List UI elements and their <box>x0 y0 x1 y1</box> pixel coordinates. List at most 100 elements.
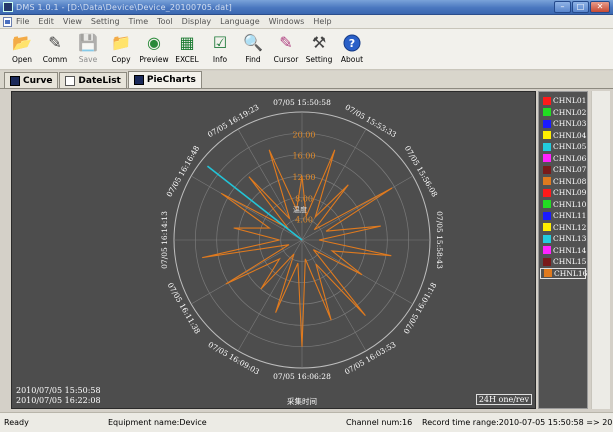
cursor-button[interactable]: ✎ Cursor <box>270 32 302 69</box>
menu-edit[interactable]: Edit <box>38 17 54 26</box>
vertical-scrollbar[interactable] <box>591 91 610 409</box>
legend-swatch <box>543 223 551 232</box>
maximize-button[interactable]: □ <box>572 1 589 13</box>
angular-tick-label: 07/05 16:19:23 <box>206 102 261 139</box>
radial-tick-label: 20.00 <box>293 130 316 139</box>
tab-curve[interactable]: Curve <box>4 72 59 88</box>
legend-label: CHNL10 <box>553 199 587 209</box>
status-channel: Channel num:16 <box>346 418 413 427</box>
legend-item[interactable]: CHNL16 <box>540 267 587 279</box>
save-button[interactable]: 💾 Save <box>72 32 104 69</box>
comm-label: Comm <box>42 55 68 64</box>
legend-swatch <box>544 269 552 278</box>
preview-label: Preview <box>139 55 169 64</box>
legend-item[interactable]: CHNL12 <box>540 222 586 234</box>
angular-tick-label: 07/05 16:14:13 <box>160 211 169 269</box>
menu-tool[interactable]: Tool <box>157 17 173 26</box>
title-bar[interactable]: DMS 1.0.1 - [D:\Data\Device\Device_20100… <box>0 0 613 15</box>
preview-button[interactable]: ◉ Preview <box>138 32 170 69</box>
setting-button[interactable]: ⚒ Setting <box>303 32 335 69</box>
close-button[interactable]: ✕ <box>590 1 610 13</box>
legend-item[interactable]: CHNL05 <box>540 141 586 153</box>
angular-tick-label: 07/05 15:50:58 <box>273 98 331 107</box>
preview-icon: ◉ <box>147 33 161 52</box>
about-label: About <box>340 55 364 64</box>
legend-swatch <box>543 257 551 266</box>
menu-language[interactable]: Language <box>220 17 260 26</box>
open-button[interactable]: 📂 Open <box>6 32 38 69</box>
legend-item[interactable]: CHNL13 <box>540 233 586 245</box>
menu-view[interactable]: View <box>62 17 82 26</box>
polar-chart[interactable]: 4.00 8.00 12.00 16.00 20.00 温度 07/05 15:50:58 0… <box>12 92 535 408</box>
app-icon <box>3 2 13 12</box>
legend-item[interactable]: CHNL01 <box>540 95 586 107</box>
legend-item[interactable]: CHNL14 <box>540 245 586 257</box>
window-title: DMS 1.0.1 - [D:\Data\Device\Device_20100… <box>16 2 232 12</box>
comm-button[interactable]: ✎ Comm <box>39 32 71 69</box>
legend-swatch <box>543 246 551 255</box>
grid-spoke <box>190 239 303 305</box>
legend-item[interactable]: CHNL08 <box>540 176 586 188</box>
angular-tick-label: 07/05 15:58:43 <box>435 211 444 269</box>
series-line <box>202 149 393 347</box>
menu-display[interactable]: Display <box>181 17 212 26</box>
legend-label: CHNL01 <box>553 96 587 106</box>
legend-swatch <box>543 108 551 117</box>
legend-item[interactable]: CHNL09 <box>540 187 586 199</box>
axis-label: 采集时间 <box>287 396 317 406</box>
menu-file[interactable]: File <box>16 17 30 26</box>
legend-label: CHNL06 <box>553 153 587 163</box>
menu-time[interactable]: Time <box>128 17 149 26</box>
legend-swatch <box>543 211 551 220</box>
datelist-tab-icon <box>65 75 76 86</box>
document-icon[interactable] <box>3 16 12 27</box>
legend-label: CHNL03 <box>553 119 587 129</box>
legend-label: CHNL15 <box>553 257 587 267</box>
grid-spoke <box>237 239 303 352</box>
tab-piecharts[interactable]: PieCharts <box>127 71 202 88</box>
radial-tick-label: 8.00 <box>295 194 313 203</box>
legend-item[interactable]: CHNL06 <box>540 153 586 165</box>
excel-button[interactable]: ▦ EXCEL <box>171 32 203 69</box>
status-ready: Ready <box>4 418 29 427</box>
toolbar: 📂 Open ✎ Comm 💾 Save 📁 Copy ◉ Preview ▦ … <box>0 29 613 70</box>
legend-item[interactable]: CHNL07 <box>540 164 586 176</box>
copy-label: Copy <box>111 55 131 64</box>
tab-datelist-label: DateList <box>78 75 121 86</box>
setting-icon: ⚒ <box>311 33 327 52</box>
curve-tab-icon <box>10 75 20 86</box>
polar-chart-panel[interactable]: 4.00 8.00 12.00 16.00 20.00 温度 07/05 15:50:58 0… <box>11 91 536 409</box>
legend-item[interactable]: CHNL04 <box>540 130 586 142</box>
tab-datelist[interactable]: DateList <box>59 72 127 88</box>
legend-item[interactable]: CHNL03 <box>540 118 586 130</box>
copy-button[interactable]: 📁 Copy <box>105 32 137 69</box>
grid-spoke <box>237 128 303 241</box>
legend-swatch <box>543 188 551 197</box>
legend-item[interactable]: CHNL02 <box>540 107 586 119</box>
menu-windows[interactable]: Windows <box>268 17 305 26</box>
about-button[interactable]: ? About <box>336 32 368 69</box>
piecharts-tab-icon <box>133 75 144 85</box>
status-equipment: Equipment name:Device <box>108 418 207 427</box>
menu-setting[interactable]: Setting <box>90 17 120 26</box>
find-button[interactable]: 🔍 Find <box>237 32 269 69</box>
radial-tick-label: 4.00 <box>295 216 313 225</box>
menu-bar: File Edit View Setting Time Tool Display… <box>0 15 613 29</box>
find-label: Find <box>245 55 261 64</box>
channel-legend: CHNL01 CHNL02 CHNL03 CHNL04 CHNL05 CHNL06 CHNL… <box>538 91 588 409</box>
legend-swatch <box>543 131 551 140</box>
excel-label: EXCEL <box>175 55 199 64</box>
legend-swatch <box>543 165 551 174</box>
save-label: Save <box>78 55 98 64</box>
info-button[interactable]: ☑ Info <box>204 32 236 69</box>
legend-item[interactable]: CHNL15 <box>540 256 586 268</box>
angular-tick-label: 07/05 15:56:08 <box>403 144 440 199</box>
minimize-button[interactable]: – <box>554 1 571 13</box>
range-mode-box[interactable]: 24H one/rev <box>475 394 532 405</box>
legend-label: CHNL11 <box>553 211 587 221</box>
tab-piecharts-label: PieCharts <box>146 75 196 85</box>
legend-item[interactable]: CHNL10 <box>540 199 586 211</box>
legend-item[interactable]: CHNL11 <box>540 210 586 222</box>
menu-help[interactable]: Help <box>313 17 332 26</box>
legend-swatch <box>543 142 551 151</box>
